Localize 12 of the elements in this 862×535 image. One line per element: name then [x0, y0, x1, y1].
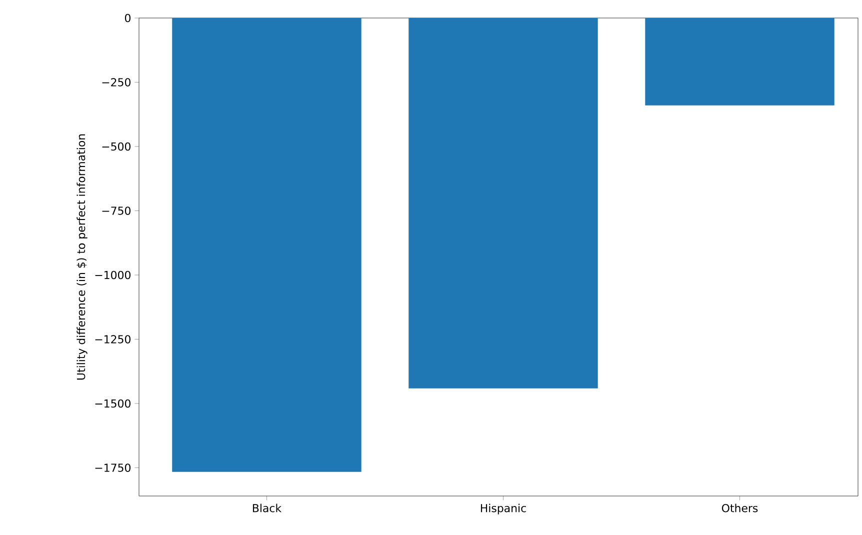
y-tick-label: −1000 — [95, 270, 130, 280]
x-tick-label: Others — [722, 504, 758, 512]
y-tick-label: −1750 — [95, 464, 130, 472]
y-tick-label: −250 — [102, 78, 130, 86]
y-tick-label: 0 — [124, 14, 130, 22]
y-tick-label: −750 — [102, 206, 130, 215]
y-tick-label: −1250 — [95, 335, 130, 344]
y-tick-label: −500 — [102, 142, 130, 151]
x-tick-label: Black — [252, 504, 282, 512]
y-axis-title: Utility difference (in $) to perfect information — [76, 134, 88, 380]
x-tick-label: Hispanic — [480, 504, 526, 514]
y-tick-label: −1500 — [95, 399, 130, 408]
